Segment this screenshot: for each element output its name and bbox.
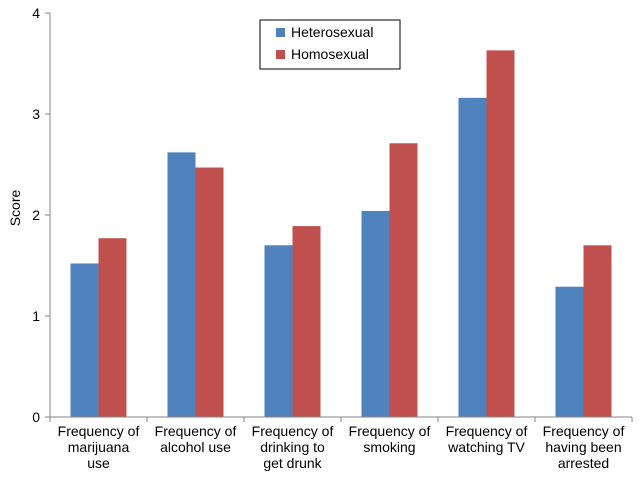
bar-homosexual-frequency-of-watching-tv [486,50,515,418]
category-label-line: arrested [558,455,609,471]
category-label-line: marijuana [68,439,130,455]
category-label-line: having been [545,439,621,455]
legend-box [259,19,401,70]
bar-heterosexual-frequency-of-having-been-arrested [555,286,584,417]
category-label-line: Frequency of [252,423,334,439]
legend-label-homosexual: Homosexual [291,46,369,62]
category-label-line: alcohol use [160,439,231,455]
bar-homosexual-frequency-of-having-been-arrested [583,245,612,417]
category-label-line: watching TV [447,439,525,455]
category-label-line: Frequency of [543,423,625,439]
bar-homosexual-frequency-of-smoking [389,143,418,418]
y-tick-label-3: 3 [32,106,40,122]
y-ticks-group: 0 1 2 3 4 [32,5,50,425]
bar-heterosexual-frequency-of-watching-tv [458,97,487,417]
y-axis-title: Score [7,190,23,227]
y-tick-label-2: 2 [32,207,40,223]
axes-group [49,13,632,418]
category-label-frequency-of-marijuana-use: Frequency of marijuana use [58,423,140,471]
category-label-line: Frequency of [155,423,237,439]
category-label-line: smoking [363,439,415,455]
legend-label-heterosexual: Heterosexual [291,24,374,40]
y-tick-label-1: 1 [32,308,40,324]
bar-heterosexual-frequency-of-alcohol-use [167,152,196,417]
legend: Heterosexual Homosexual [259,19,401,70]
category-label-frequency-of-smoking: Frequency of smoking [349,423,431,455]
category-label-line: drinking to [260,439,325,455]
y-tick-label-4: 4 [32,5,40,21]
bars-group [70,50,612,418]
category-label-line: Frequency of [349,423,431,439]
category-label-frequency-of-watching-tv: Frequency of watching TV [446,423,528,455]
bar-heterosexual-frequency-of-marijuana-use [70,263,99,417]
bar-homosexual-frequency-of-drinking-to-get-drunk [292,226,321,417]
category-label-line: use [87,455,110,471]
category-label-line: Frequency of [446,423,528,439]
bar-homosexual-frequency-of-alcohol-use [195,167,224,417]
bar-homosexual-frequency-of-marijuana-use [98,238,127,417]
bar-heterosexual-frequency-of-drinking-to-get-drunk [264,245,293,417]
legend-swatch-homosexual [276,50,285,59]
legend-swatch-heterosexual [276,28,285,37]
category-label-line: get drunk [263,455,322,471]
category-label-frequency-of-having-been-arrested: Frequency of having been arrested [543,423,625,471]
category-label-frequency-of-drinking-to-get-drunk: Frequency of drinking to get drunk [252,423,334,471]
category-label-line: Frequency of [58,423,140,439]
y-tick-label-0: 0 [32,409,40,425]
category-label-frequency-of-alcohol-use: Frequency of alcohol use [155,423,237,455]
bar-heterosexual-frequency-of-smoking [361,210,390,417]
